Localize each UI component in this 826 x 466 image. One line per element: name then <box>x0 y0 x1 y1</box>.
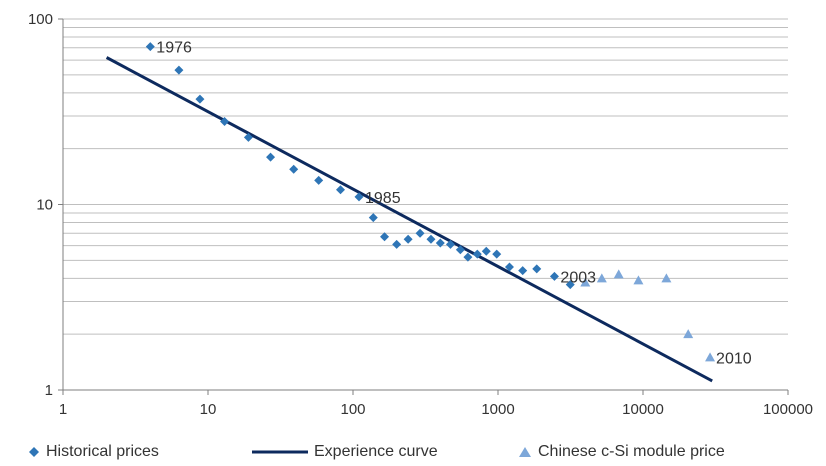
year-annotation: 2010 <box>716 350 752 367</box>
historical-price-point <box>504 262 514 272</box>
year-annotation: 2003 <box>560 269 596 286</box>
data-points <box>145 42 716 362</box>
historical-price-point <box>289 164 299 174</box>
triangle-marker-icon <box>519 447 531 457</box>
x-tick-label: 100 <box>340 401 365 418</box>
line-marker-icon <box>252 450 308 454</box>
historical-price-point <box>532 264 542 274</box>
historical-price-point <box>174 65 184 75</box>
axes <box>58 18 789 395</box>
chinese-module-price-point <box>705 352 716 362</box>
legend-item-chinese: Chinese c-Si module price <box>518 440 725 464</box>
x-tick-label: 100000 <box>763 401 813 418</box>
year-annotation: 1976 <box>156 40 192 57</box>
historical-price-point <box>426 234 436 244</box>
historical-price-point <box>392 239 402 249</box>
historical-price-point <box>336 185 346 195</box>
historical-price-point <box>354 192 364 202</box>
chinese-module-price-point <box>580 277 591 287</box>
legend-item-historical: Historical prices <box>28 440 159 464</box>
legend-label-chinese: Chinese c-Si module price <box>538 443 725 460</box>
historical-price-point <box>472 249 482 259</box>
chinese-module-price-point <box>596 273 607 283</box>
x-tick-label: 1000 <box>481 401 514 418</box>
historical-price-point <box>445 239 455 249</box>
historical-price-point <box>415 228 425 238</box>
x-tick-label: 10 <box>200 401 217 418</box>
diamond-marker-icon <box>29 447 39 457</box>
historical-price-point <box>492 249 502 259</box>
y-tick-label: 100 <box>28 11 53 28</box>
legend-label-historical: Historical prices <box>46 443 159 460</box>
legend-item-experience: Experience curve <box>252 440 438 464</box>
gridlines <box>63 18 788 391</box>
historical-price-point <box>518 266 528 276</box>
historical-price-point <box>565 280 575 290</box>
tick-labels: 1 10 100 1000 10000 100000 1 10 100 <box>28 11 813 418</box>
historical-price-point <box>481 246 491 256</box>
historical-price-point <box>455 245 465 255</box>
historical-price-point <box>266 152 276 162</box>
historical-price-point <box>380 232 390 242</box>
chinese-module-price-point <box>613 269 624 279</box>
chinese-module-price-point <box>661 273 672 283</box>
experience-curve-layer <box>105 56 713 383</box>
historical-price-point <box>145 42 155 52</box>
annotations: 1976 1985 2003 2010 <box>156 40 751 368</box>
legend: Historical prices Experience curve Chine… <box>28 440 818 464</box>
chinese-module-price-point <box>633 275 644 285</box>
historical-price-point <box>463 252 473 262</box>
historical-price-point <box>195 94 205 104</box>
historical-price-point <box>549 271 559 281</box>
experience-curve-line <box>105 56 713 383</box>
historical-price-point <box>368 213 378 223</box>
year-annotation: 1985 <box>365 190 401 207</box>
x-tick-label: 10000 <box>622 401 664 418</box>
y-tick-label: 10 <box>36 197 53 214</box>
historical-price-point <box>220 117 230 127</box>
chinese-module-price-point <box>683 329 694 339</box>
legend-label-experience: Experience curve <box>314 443 438 460</box>
historical-price-point <box>314 175 324 185</box>
y-tick-label: 1 <box>45 382 53 399</box>
historical-price-point <box>243 132 253 142</box>
x-tick-label: 1 <box>59 401 67 418</box>
historical-price-point <box>435 238 445 248</box>
historical-price-point <box>403 234 413 244</box>
